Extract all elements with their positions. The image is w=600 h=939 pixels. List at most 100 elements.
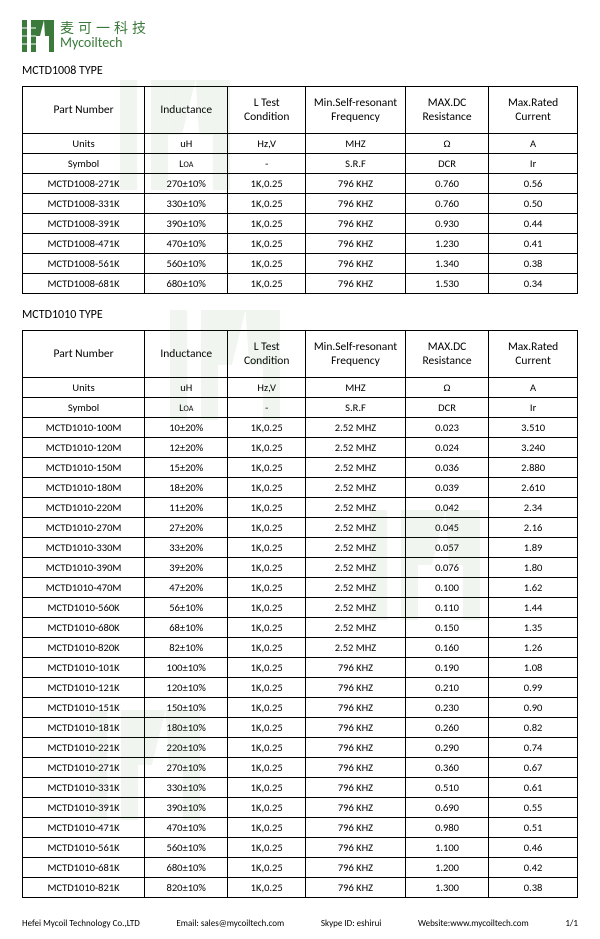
column-header: MAX.DC Resistance xyxy=(405,331,488,378)
table-cell: MCTD1008-391K xyxy=(23,214,145,234)
table-cell: 796 KHZ xyxy=(306,194,406,214)
table-cell: 11±20% xyxy=(145,498,228,518)
table-cell: 0.50 xyxy=(489,194,578,214)
table-cell: 796 KHZ xyxy=(306,798,406,818)
table-cell: 1.62 xyxy=(489,578,578,598)
table-cell: 470±10% xyxy=(145,818,228,838)
table-cell: 2.52 MHZ xyxy=(306,578,406,598)
table-cell: MCTD1008-561K xyxy=(23,254,145,274)
table-cell: 1.530 xyxy=(405,274,488,294)
units-cell: uH xyxy=(145,378,228,398)
table-cell: 2.52 MHZ xyxy=(306,598,406,618)
table-cell: 0.150 xyxy=(405,618,488,638)
table-cell: 39±20% xyxy=(145,558,228,578)
logo: 麦可一科技 Mycoiltech xyxy=(22,20,578,52)
table-cell: 330±10% xyxy=(145,194,228,214)
section-title-2: MCTD1010 TYPE xyxy=(22,308,578,322)
table-cell: 796 KHZ xyxy=(306,658,406,678)
table-row: MCTD1010-820K82±10%1K,0.252.52 MHZ0.1601… xyxy=(23,638,578,658)
column-header: Inductance xyxy=(145,331,228,378)
column-header: Min.Self-resonant Frequency xyxy=(306,331,406,378)
table-cell: MCTD1010-821K xyxy=(23,878,145,898)
table-cell: 270±10% xyxy=(145,758,228,778)
table-cell: 796 KHZ xyxy=(306,878,406,898)
table-cell: MCTD1010-180M xyxy=(23,478,145,498)
table-cell: 796 KHZ xyxy=(306,778,406,798)
table-cell: 1K,0.25 xyxy=(228,778,306,798)
table-cell: 796 KHZ xyxy=(306,758,406,778)
table-cell: 0.67 xyxy=(489,758,578,778)
table-cell: 796 KHZ xyxy=(306,738,406,758)
table-cell: MCTD1010-681K xyxy=(23,858,145,878)
table-cell: MCTD1010-150M xyxy=(23,458,145,478)
table-cell: 1K,0.25 xyxy=(228,558,306,578)
table-row: MCTD1008-331K330±10%1K,0.25796 KHZ0.7600… xyxy=(23,194,578,214)
table-cell: 0.99 xyxy=(489,678,578,698)
table-cell: 796 KHZ xyxy=(306,214,406,234)
table-cell: MCTD1010-101K xyxy=(23,658,145,678)
table-cell: 1K,0.25 xyxy=(228,438,306,458)
symbol-cell: S.R.F xyxy=(306,398,406,418)
table-cell: MCTD1010-181K xyxy=(23,718,145,738)
footer-page: 1/1 xyxy=(565,918,578,929)
table-cell: 1K,0.25 xyxy=(228,234,306,254)
column-header: L Test Condition xyxy=(228,331,306,378)
table-cell: 2.52 MHZ xyxy=(306,418,406,438)
table-cell: 1K,0.25 xyxy=(228,538,306,558)
table-cell: 2.16 xyxy=(489,518,578,538)
table-cell: 0.045 xyxy=(405,518,488,538)
column-header: Inductance xyxy=(145,87,228,134)
table-cell: 1.08 xyxy=(489,658,578,678)
table-cell: 12±20% xyxy=(145,438,228,458)
table-cell: MCTD1010-271K xyxy=(23,758,145,778)
table-row: MCTD1010-220M11±20%1K,0.252.52 MHZ0.0422… xyxy=(23,498,578,518)
table-cell: 1K,0.25 xyxy=(228,798,306,818)
footer-website: Website:www.mycoiltech.com xyxy=(418,918,529,929)
table-cell: MCTD1010-390M xyxy=(23,558,145,578)
table-cell: 1.44 xyxy=(489,598,578,618)
table-row: MCTD1010-390M39±20%1K,0.252.52 MHZ0.0761… xyxy=(23,558,578,578)
table-cell: 18±20% xyxy=(145,478,228,498)
table-cell: 1K,0.25 xyxy=(228,518,306,538)
table-cell: 0.61 xyxy=(489,778,578,798)
table-cell: 0.90 xyxy=(489,698,578,718)
symbol-cell: DCR xyxy=(405,154,488,174)
symbol-cell: Symbol xyxy=(23,398,145,418)
table-cell: 1K,0.25 xyxy=(228,638,306,658)
table-row: MCTD1010-181K180±10%1K,0.25796 KHZ0.2600… xyxy=(23,718,578,738)
table-cell: 2.52 MHZ xyxy=(306,438,406,458)
table-cell: MCTD1010-391K xyxy=(23,798,145,818)
table-cell: MCTD1010-121K xyxy=(23,678,145,698)
symbol-cell: LOA xyxy=(145,398,228,418)
table-cell: MCTD1010-561K xyxy=(23,838,145,858)
table-cell: 796 KHZ xyxy=(306,718,406,738)
table-cell: 220±10% xyxy=(145,738,228,758)
table-cell: 0.980 xyxy=(405,818,488,838)
column-header: MAX.DC Resistance xyxy=(405,87,488,134)
column-header: Max.Rated Current xyxy=(489,331,578,378)
table-cell: 1K,0.25 xyxy=(228,274,306,294)
table-cell: 1K,0.25 xyxy=(228,418,306,438)
table-cell: 180±10% xyxy=(145,718,228,738)
table-cell: 1K,0.25 xyxy=(228,618,306,638)
table-cell: 1K,0.25 xyxy=(228,678,306,698)
table-cell: 0.210 xyxy=(405,678,488,698)
table-cell: 1K,0.25 xyxy=(228,818,306,838)
table-cell: 1.230 xyxy=(405,234,488,254)
table-row: MCTD1010-271K270±10%1K,0.25796 KHZ0.3600… xyxy=(23,758,578,778)
table-cell: 796 KHZ xyxy=(306,838,406,858)
table-cell: MCTD1010-471K xyxy=(23,818,145,838)
table-cell: 0.024 xyxy=(405,438,488,458)
table-row: MCTD1010-330M33±20%1K,0.252.52 MHZ0.0571… xyxy=(23,538,578,558)
column-header: Part Number xyxy=(23,87,145,134)
table-row: MCTD1008-471K470±10%1K,0.25796 KHZ1.2300… xyxy=(23,234,578,254)
table-row: MCTD1010-470M47±20%1K,0.252.52 MHZ0.1001… xyxy=(23,578,578,598)
table-cell: 0.057 xyxy=(405,538,488,558)
table-cell: 1K,0.25 xyxy=(228,194,306,214)
table-cell: 0.38 xyxy=(489,878,578,898)
table-cell: 0.110 xyxy=(405,598,488,618)
table-cell: MCTD1010-221K xyxy=(23,738,145,758)
table-row: MCTD1010-821K820±10%1K,0.25796 KHZ1.3000… xyxy=(23,878,578,898)
table-cell: 68±10% xyxy=(145,618,228,638)
table-cell: 0.690 xyxy=(405,798,488,818)
